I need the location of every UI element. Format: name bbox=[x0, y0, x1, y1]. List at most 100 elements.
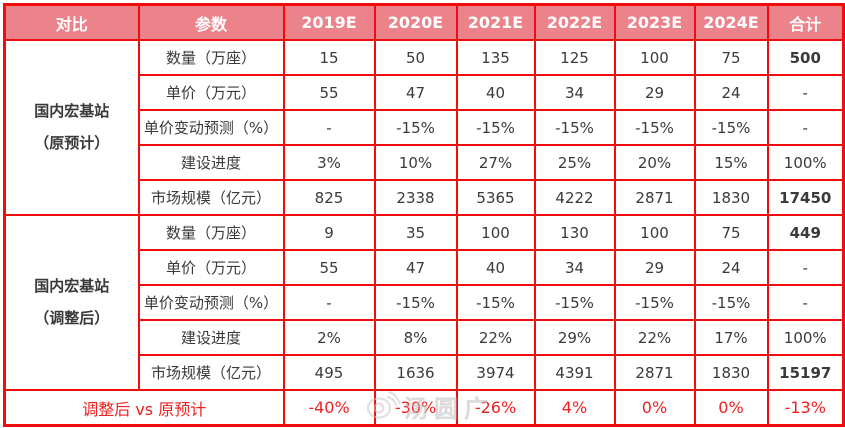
value-cell: 27% bbox=[455, 144, 536, 181]
value-cell: 55 bbox=[282, 74, 376, 111]
total-cell: 500 bbox=[766, 39, 845, 76]
header-2020e: 2020E bbox=[373, 3, 458, 41]
value-cell: 130 bbox=[533, 214, 616, 251]
value-cell: 100 bbox=[613, 214, 696, 251]
value-cell: 29% bbox=[533, 319, 616, 356]
value-cell: 50 bbox=[373, 39, 458, 76]
header-total: 合计 bbox=[766, 3, 845, 41]
footer-label: 调整后 vs 原预计 bbox=[3, 389, 285, 427]
value-cell: 8% bbox=[373, 319, 458, 356]
comparison-table: 对比 参数 2019E 2020E 2021E 2022E 2023E 2024… bbox=[3, 3, 845, 427]
table-row: 单价变动预测（%） - -15% -15% -15% -15% -15% - bbox=[5, 109, 845, 146]
footer-value: 0% bbox=[613, 389, 696, 427]
header-2024e: 2024E bbox=[693, 3, 769, 41]
value-cell: -15% bbox=[693, 284, 769, 321]
section-label-line2: （原预计） bbox=[34, 133, 110, 152]
value-cell: -15% bbox=[373, 284, 458, 321]
header-compare: 对比 bbox=[3, 3, 140, 41]
total-cell: - bbox=[766, 74, 845, 111]
value-cell: 135 bbox=[455, 39, 536, 76]
value-cell: 40 bbox=[455, 249, 536, 286]
value-cell: 75 bbox=[693, 39, 769, 76]
footer-value: 4% bbox=[533, 389, 616, 427]
header-param: 参数 bbox=[137, 3, 285, 41]
value-cell: 2871 bbox=[613, 179, 696, 216]
header-2023e: 2023E bbox=[613, 3, 696, 41]
footer-value: -13% bbox=[766, 389, 845, 427]
header-2019e: 2019E bbox=[282, 3, 376, 41]
value-cell: 4222 bbox=[533, 179, 616, 216]
section-label-original: 国内宏基站 （原预计） bbox=[3, 39, 140, 216]
footer-value: -40% bbox=[282, 389, 376, 427]
param-label: 单价（万元） bbox=[137, 249, 285, 286]
value-cell: 4391 bbox=[533, 354, 616, 391]
total-cell: 100% bbox=[766, 144, 845, 181]
table-row: 单价（万元） 55 47 40 34 29 24 - bbox=[5, 249, 845, 286]
footer-value: 0% bbox=[693, 389, 769, 427]
value-cell: -15% bbox=[533, 109, 616, 146]
value-cell: -15% bbox=[613, 109, 696, 146]
param-label: 单价变动预测（%） bbox=[137, 284, 285, 321]
value-cell: 3974 bbox=[455, 354, 536, 391]
value-cell: 5365 bbox=[455, 179, 536, 216]
value-cell: 2% bbox=[282, 319, 376, 356]
value-cell: 1636 bbox=[373, 354, 458, 391]
param-label: 单价变动预测（%） bbox=[137, 109, 285, 146]
table-row: 国内宏基站 （原预计） 数量（万座） 15 50 135 125 100 75 … bbox=[3, 39, 845, 216]
value-cell: 34 bbox=[533, 249, 616, 286]
value-cell: - bbox=[282, 284, 376, 321]
param-label: 市场规模（亿元） bbox=[137, 354, 285, 391]
footer-value: -30% bbox=[373, 389, 458, 427]
value-cell: 1830 bbox=[693, 354, 769, 391]
value-cell: 15% bbox=[693, 144, 769, 181]
value-cell: 29 bbox=[613, 74, 696, 111]
value-cell: - bbox=[282, 109, 376, 146]
value-cell: 9 bbox=[282, 214, 376, 251]
value-cell: 40 bbox=[455, 74, 536, 111]
value-cell: 22% bbox=[455, 319, 536, 356]
value-cell: 10% bbox=[373, 144, 458, 181]
param-label: 单价（万元） bbox=[137, 74, 285, 111]
header-row: 对比 参数 2019E 2020E 2021E 2022E 2023E 2024… bbox=[3, 3, 845, 41]
param-label: 建设进度 bbox=[137, 144, 285, 181]
value-cell: 825 bbox=[282, 179, 376, 216]
value-cell: 29 bbox=[613, 249, 696, 286]
value-cell: 20% bbox=[613, 144, 696, 181]
value-cell: 22% bbox=[613, 319, 696, 356]
table-row: 国内宏基站 （调整后） 数量（万座） 9 35 100 130 100 75 4… bbox=[3, 214, 845, 391]
table-row: 单价变动预测（%） - -15% -15% -15% -15% -15% - bbox=[5, 284, 845, 321]
header-2021e: 2021E bbox=[455, 3, 536, 41]
value-cell: 495 bbox=[282, 354, 376, 391]
param-label: 数量（万座） bbox=[137, 214, 285, 251]
value-cell: -15% bbox=[693, 109, 769, 146]
param-label: 市场规模（亿元） bbox=[137, 179, 285, 216]
value-cell: 47 bbox=[373, 74, 458, 111]
value-cell: 75 bbox=[693, 214, 769, 251]
total-cell: 449 bbox=[766, 214, 845, 251]
value-cell: -15% bbox=[455, 284, 536, 321]
param-label: 建设进度 bbox=[137, 319, 285, 356]
value-cell: 55 bbox=[282, 249, 376, 286]
value-cell: 34 bbox=[533, 74, 616, 111]
section-label-line1: 国内宏基站 bbox=[34, 277, 110, 295]
value-cell: -15% bbox=[373, 109, 458, 146]
value-cell: 1830 bbox=[693, 179, 769, 216]
value-cell: -15% bbox=[533, 284, 616, 321]
param-label: 数量（万座） bbox=[137, 39, 285, 76]
value-cell: 25% bbox=[533, 144, 616, 181]
table-row: 建设进度 2% 8% 22% 29% 22% 17% 100% bbox=[5, 319, 845, 356]
value-cell: 2871 bbox=[613, 354, 696, 391]
total-cell: 17450 bbox=[766, 179, 845, 216]
value-cell: 100 bbox=[455, 214, 536, 251]
table-row: 单价（万元） 55 47 40 34 29 24 - bbox=[5, 74, 845, 111]
footer-value: -26% bbox=[455, 389, 536, 427]
header-2022e: 2022E bbox=[533, 3, 616, 41]
value-cell: 24 bbox=[693, 74, 769, 111]
total-cell: 15197 bbox=[766, 354, 845, 391]
total-cell: - bbox=[766, 109, 845, 146]
value-cell: -15% bbox=[613, 284, 696, 321]
value-cell: 3% bbox=[282, 144, 376, 181]
footer-row: 调整后 vs 原预计 -40% -30% -26% 4% 0% 0% -13% bbox=[3, 389, 845, 427]
value-cell: 100 bbox=[613, 39, 696, 76]
value-cell: 2338 bbox=[373, 179, 458, 216]
